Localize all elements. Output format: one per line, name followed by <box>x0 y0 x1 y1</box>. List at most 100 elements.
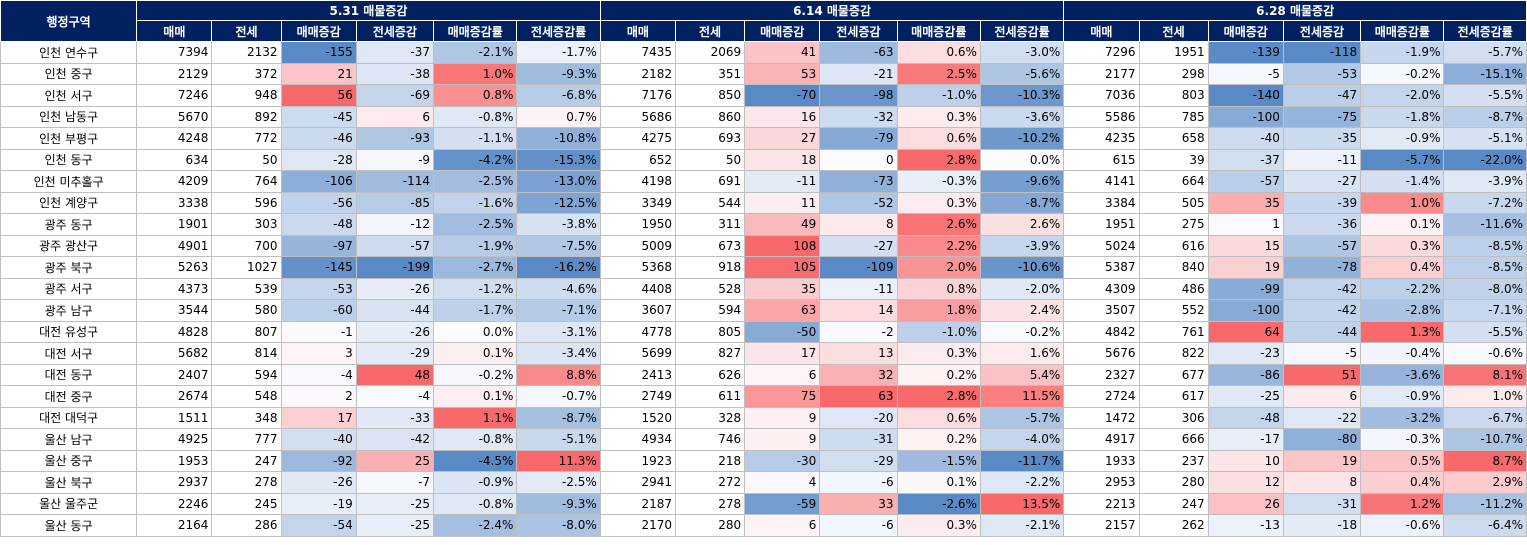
value-cell: -21 <box>819 62 898 85</box>
value-cell: 4 <box>744 471 821 494</box>
value-cell: -1.4% <box>1360 170 1445 193</box>
region-cell: 울산 중구 <box>0 449 138 472</box>
value-cell: 0.3% <box>896 105 981 128</box>
value-cell: -22.0% <box>1443 148 1527 171</box>
value-cell: -56 <box>280 191 357 214</box>
value-cell: 677 <box>1138 363 1209 386</box>
value-cell: -18 <box>1282 514 1362 537</box>
value-cell: 8.7% <box>1443 449 1527 472</box>
value-cell: -79 <box>819 127 898 150</box>
value-cell: -2 <box>819 320 898 343</box>
value-cell: 19 <box>1282 449 1362 472</box>
value-cell: 278 <box>674 492 746 515</box>
value-cell: -0.6% <box>1443 342 1527 365</box>
value-cell: -1.6% <box>433 191 518 214</box>
value-cell: 15 <box>1207 234 1284 257</box>
value-cell: -8.5% <box>1443 234 1527 257</box>
table-row: 울산 울주군 2246 245 -19 -25 -0.8% -9.3% 2187 278 -59 3… <box>0 492 1527 515</box>
value-cell: 5.4% <box>979 363 1065 386</box>
value-cell: 4901 <box>136 234 213 257</box>
value-cell: 772 <box>211 127 282 150</box>
value-cell: -3.2% <box>1360 406 1445 429</box>
value-cell: -85 <box>355 191 435 214</box>
region-cell: 광주 북구 <box>0 256 138 279</box>
value-cell: 1901 <box>136 213 213 236</box>
value-cell: 49 <box>744 213 821 236</box>
value-cell: 11 <box>744 191 821 214</box>
value-cell: 108 <box>744 234 821 257</box>
region-cell: 광주 남구 <box>0 299 138 322</box>
value-cell: 0.6% <box>896 41 981 64</box>
value-cell: 27 <box>744 127 821 150</box>
value-cell: -0.2% <box>433 363 518 386</box>
value-cell: 3544 <box>136 299 213 322</box>
value-cell: 2413 <box>599 363 676 386</box>
region-cell: 대전 서구 <box>0 342 138 365</box>
value-cell: -28 <box>280 148 357 171</box>
value-cell: 1.8% <box>896 299 981 322</box>
value-cell: 616 <box>1138 234 1209 257</box>
value-cell: -48 <box>280 213 357 236</box>
value-cell: 634 <box>136 148 213 171</box>
table-row: 광주 동구 1901 303 -48 -12 -2.5% -3.8% 1950 311 49 8 2.… <box>0 213 1527 236</box>
value-cell: 4373 <box>136 277 213 300</box>
value-cell: 286 <box>211 514 282 537</box>
value-cell: -6.4% <box>1443 514 1527 537</box>
value-cell: -8.7% <box>979 191 1065 214</box>
value-cell: -106 <box>280 170 357 193</box>
column-header: 매매증감 <box>1207 20 1284 42</box>
value-cell: 2.5% <box>896 62 981 85</box>
value-cell: 2.4% <box>979 299 1065 322</box>
value-cell: 0.6% <box>896 406 981 429</box>
region-cell: 인천 남동구 <box>0 105 138 128</box>
value-cell: 0.0% <box>979 148 1065 171</box>
value-cell: 0.1% <box>433 342 518 365</box>
table-row: 울산 중구 1953 247 -92 25 -4.5% 11.3% 1923 218 -30 -29… <box>0 449 1527 472</box>
value-cell: -70 <box>744 84 821 107</box>
region-cell: 인천 동구 <box>0 148 138 171</box>
value-cell: 3607 <box>599 299 676 322</box>
value-cell: -140 <box>1207 84 1284 107</box>
table-row: 광주 광산구 4901 700 -97 -57 -1.9% -7.5% 5009 673 108-… <box>0 234 1527 257</box>
value-cell: -9.6% <box>979 170 1065 193</box>
value-cell: 17 <box>280 406 357 429</box>
value-cell: 19 <box>1207 256 1284 279</box>
value-cell: -7.1% <box>516 299 601 322</box>
value-cell: -27 <box>1282 170 1362 193</box>
column-header: 전세증감 <box>355 20 435 42</box>
value-cell: 2724 <box>1063 385 1140 408</box>
value-cell: 0.2% <box>896 428 981 451</box>
table-row: 인천 부평구 4248 772 -46 -93 -1.1% -10.8% 4275 693 27-… <box>0 127 1527 150</box>
value-cell: -15.3% <box>516 148 601 171</box>
value-cell: 2.2% <box>896 234 981 257</box>
table-row: 대전 서구 5682 814 3 -29 0.1% -3.4% 5699 827 17 13 0.3%… <box>0 342 1527 365</box>
value-cell: -25 <box>355 514 435 537</box>
value-cell: 2.6% <box>896 213 981 236</box>
value-cell: 2.0% <box>896 256 981 279</box>
value-cell: 0.4% <box>1360 471 1445 494</box>
table-row: 광주 남구 3544 580 -60 -44 -1.7% -7.1% 3607 594 63 14 1… <box>0 299 1527 322</box>
value-cell: -3.9% <box>979 234 1065 257</box>
value-cell: 544 <box>674 191 746 214</box>
value-cell: 48 <box>355 363 435 386</box>
value-cell: 35 <box>744 277 821 300</box>
value-cell: -3.0% <box>979 41 1065 64</box>
value-cell: -2.1% <box>979 514 1065 537</box>
value-cell: 1472 <box>1063 406 1140 429</box>
value-cell: -2.1% <box>433 41 518 64</box>
value-cell: -139 <box>1207 41 1284 64</box>
value-cell: -13 <box>1207 514 1284 537</box>
value-cell: -2.8% <box>1360 299 1445 322</box>
value-cell: 552 <box>1138 299 1209 322</box>
table-row: 인천 중구 2129 372 21 -38 1.0% -9.3% 2182 351 53 -21 2.… <box>0 62 1527 85</box>
region-cell: 울산 남구 <box>0 428 138 451</box>
value-cell: -5.1% <box>516 428 601 451</box>
value-cell: -11.6% <box>1443 213 1527 236</box>
value-cell: 0.1% <box>896 471 981 494</box>
subheader-row: 매매 전세 매매증감 전세증감 매매증감률 전세증감률 매매 전세 매매증감 전세증감 매매증감률 전… <box>1 20 1527 42</box>
value-cell: -31 <box>1282 492 1362 515</box>
value-cell: 761 <box>1138 320 1209 343</box>
value-cell: -78 <box>1282 256 1362 279</box>
value-cell: -40 <box>280 428 357 451</box>
value-cell: 0.7% <box>516 105 601 128</box>
